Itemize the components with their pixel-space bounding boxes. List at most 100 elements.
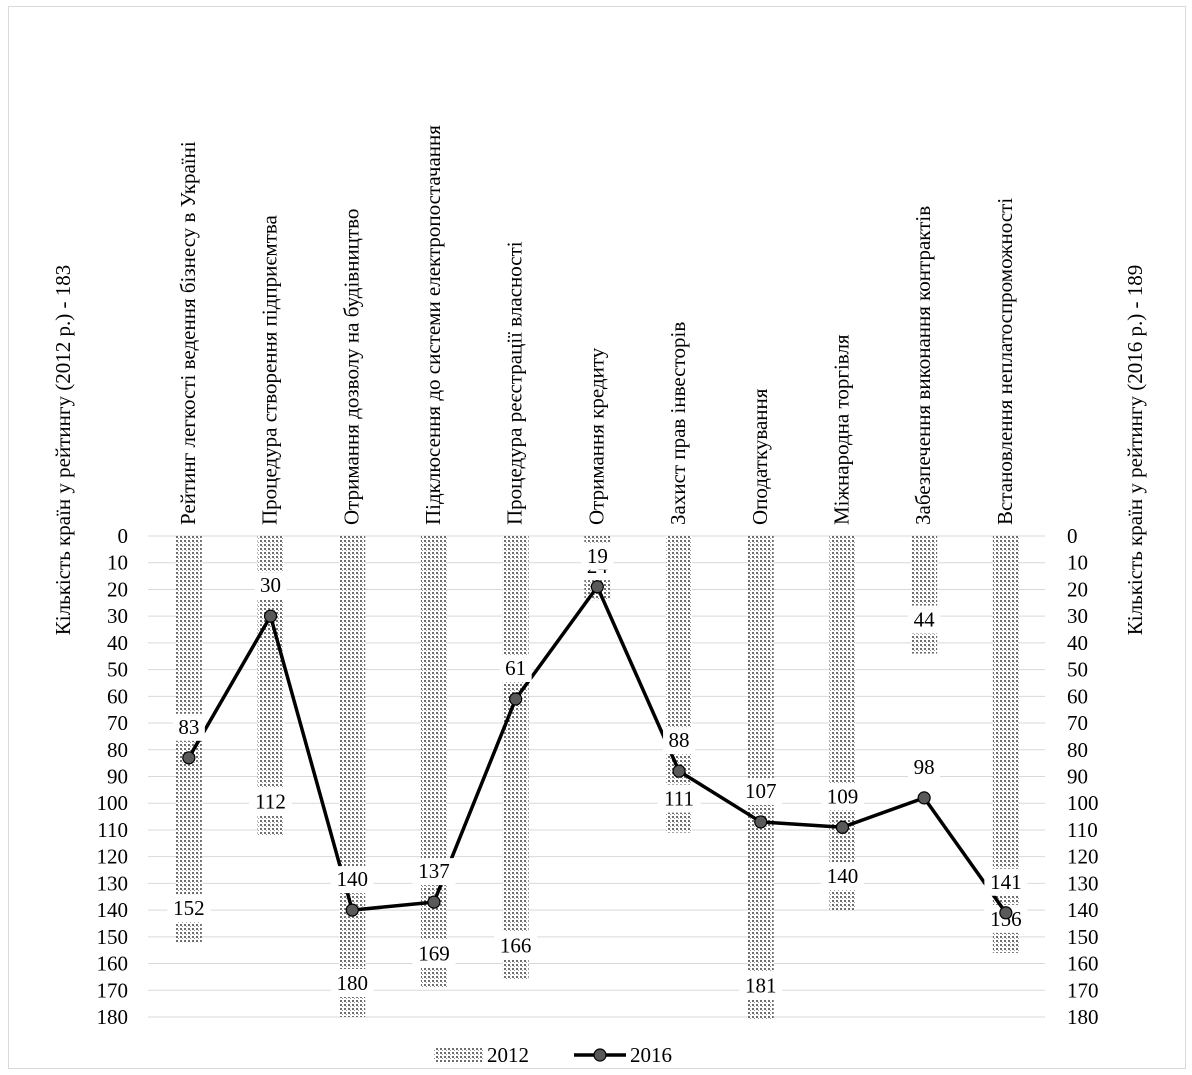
left-axis-label: Кількість країн у рейтингу (2012 р.) - 1… bbox=[51, 265, 75, 635]
legend-label-2016: 2016 bbox=[630, 1043, 672, 1067]
right-tick-label: 10 bbox=[1067, 551, 1088, 575]
left-tick-label: 60 bbox=[107, 684, 128, 708]
right-tick-label: 180 bbox=[1067, 1005, 1099, 1029]
bar-label-2012: 169 bbox=[418, 942, 450, 966]
bar-label-bg bbox=[249, 787, 293, 816]
marker-2016 bbox=[345, 903, 359, 917]
bar-label-2012: 166 bbox=[500, 934, 532, 958]
line-label-2016: 30 bbox=[260, 573, 281, 597]
line-label-2016: 141 bbox=[990, 870, 1022, 894]
bar-2012 bbox=[339, 536, 366, 1017]
bar-label-2012: 111 bbox=[664, 787, 694, 811]
left-tick-label: 30 bbox=[107, 604, 128, 628]
left-tick-label: 140 bbox=[97, 898, 129, 922]
marker-2016 bbox=[509, 692, 523, 706]
bar-labels-2012: 1521121801691662411118114044156 bbox=[167, 552, 1028, 1000]
line-label-bg bbox=[172, 713, 205, 741]
right-tick-label: 170 bbox=[1067, 978, 1099, 1002]
line-label-bg bbox=[412, 858, 456, 886]
marker-2016 bbox=[754, 815, 768, 829]
right-tick-label: 130 bbox=[1067, 871, 1099, 895]
right-axis-ticks: 0102030405060708090100110120130140150160… bbox=[1067, 524, 1099, 1029]
marker-2016 bbox=[835, 820, 850, 834]
bar-label-bg bbox=[908, 605, 941, 634]
left-tick-label: 90 bbox=[107, 765, 128, 789]
legend: 2012 2016 bbox=[434, 1043, 672, 1067]
category-label: Рейтинг легкості ведення бізнесу в Украї… bbox=[176, 141, 200, 525]
bar-label-2012: 112 bbox=[255, 789, 286, 813]
left-tick-label: 120 bbox=[97, 845, 129, 869]
right-tick-label: 80 bbox=[1067, 738, 1088, 762]
line-label-2016: 88 bbox=[669, 728, 690, 752]
right-tick-label: 120 bbox=[1067, 845, 1099, 869]
right-tick-label: 40 bbox=[1067, 631, 1088, 655]
bar-2012 bbox=[666, 536, 693, 833]
bar-2012 bbox=[829, 536, 856, 911]
bar-label-bg bbox=[494, 931, 538, 960]
bar-2012 bbox=[747, 536, 774, 1020]
bars-2012 bbox=[175, 536, 1019, 1020]
line-label-bg bbox=[984, 868, 1028, 896]
right-tick-label: 150 bbox=[1067, 925, 1099, 949]
category-label: Процедура створення підприємтва bbox=[258, 214, 282, 525]
right-tick-label: 140 bbox=[1067, 898, 1099, 922]
line-2016 bbox=[182, 580, 1013, 920]
marker-2016 bbox=[999, 906, 1013, 920]
category-label: Захист прав інвесторів bbox=[666, 322, 690, 525]
bar-label-bg bbox=[820, 862, 864, 891]
legend-marker-2016 bbox=[593, 1048, 607, 1062]
line-labels-2016: 83 30 140 137 61 19 88 107 109 98 141 bbox=[172, 542, 1028, 896]
right-tick-label: 0 bbox=[1067, 524, 1078, 548]
left-tick-label: 50 bbox=[107, 658, 128, 682]
left-tick-label: 160 bbox=[97, 952, 129, 976]
marker-2016 bbox=[917, 791, 931, 805]
line-label-2016: 137 bbox=[418, 859, 450, 883]
left-tick-label: 110 bbox=[97, 818, 128, 842]
bar-label-bg bbox=[657, 784, 701, 813]
left-tick-label: 70 bbox=[107, 711, 128, 735]
line-label-2016: 61 bbox=[505, 656, 526, 680]
category-label: Процедура реєстрації власності bbox=[503, 241, 527, 525]
right-tick-label: 30 bbox=[1067, 604, 1088, 628]
left-tick-label: 80 bbox=[107, 738, 128, 762]
marker-2016 bbox=[590, 580, 604, 594]
bar-label-2012: 181 bbox=[745, 974, 777, 998]
bar-label-2012: 180 bbox=[337, 971, 369, 995]
bar-label-2012: 140 bbox=[827, 864, 859, 888]
bar-label-bg bbox=[412, 939, 456, 968]
bar-label-2012: 44 bbox=[914, 608, 936, 632]
legend-swatch-2012 bbox=[434, 1048, 484, 1062]
line-label-2016: 83 bbox=[178, 715, 199, 739]
bar-label-2012: 152 bbox=[173, 896, 205, 920]
marker-2016 bbox=[427, 895, 441, 909]
right-tick-label: 110 bbox=[1067, 818, 1098, 842]
category-label: Забезпечення виконання контрактів bbox=[911, 206, 935, 525]
bar-2012 bbox=[502, 536, 529, 980]
category-labels: Рейтинг легкості ведення бізнесу в Украї… bbox=[176, 125, 1017, 525]
marker-2016 bbox=[672, 764, 686, 778]
line-label-2016: 140 bbox=[337, 867, 369, 891]
category-label: Отримання кредиту bbox=[584, 347, 608, 525]
line-label-2016: 109 bbox=[827, 784, 859, 808]
bar-label-bg bbox=[330, 969, 374, 997]
right-tick-label: 160 bbox=[1067, 952, 1099, 976]
line-label-bg bbox=[254, 572, 287, 600]
left-tick-label: 130 bbox=[97, 871, 129, 895]
category-label: Міжнародна торгівля bbox=[829, 334, 853, 525]
left-tick-label: 0 bbox=[118, 524, 129, 548]
line-label-bg bbox=[499, 655, 532, 683]
bar-2012 bbox=[911, 536, 938, 654]
marker-2016 bbox=[263, 609, 278, 623]
bar-2012 bbox=[420, 536, 447, 988]
legend-label-2012: 2012 bbox=[487, 1043, 529, 1067]
category-label: Оподаткування bbox=[748, 388, 772, 525]
line-label-2016: 98 bbox=[914, 755, 935, 779]
line-label-bg bbox=[663, 727, 696, 755]
bar-label-bg bbox=[167, 894, 211, 923]
line-label-bg bbox=[739, 777, 783, 805]
left-tick-label: 20 bbox=[107, 577, 128, 601]
right-tick-label: 50 bbox=[1067, 658, 1088, 682]
category-label: Встановлення неплатоспроможності bbox=[993, 198, 1017, 525]
chart-frame bbox=[8, 6, 1186, 1069]
right-tick-label: 90 bbox=[1067, 765, 1088, 789]
